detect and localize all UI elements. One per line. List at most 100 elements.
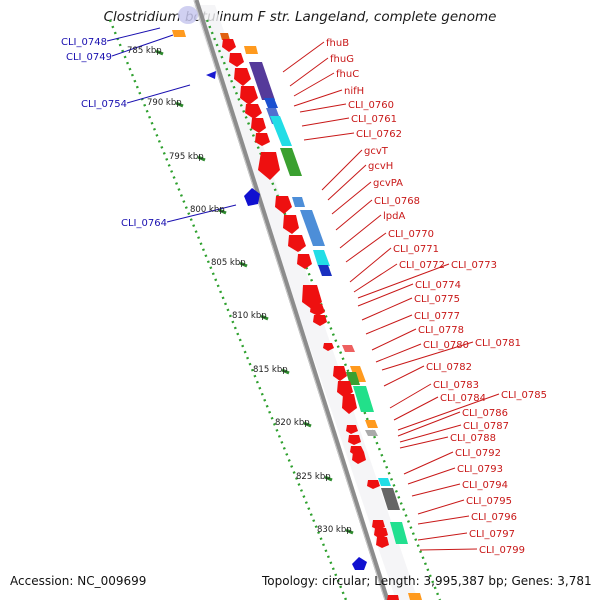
gene-label: CLI_0796 <box>471 512 517 523</box>
leader-line <box>389 383 432 409</box>
gene-label: nifH <box>344 86 364 97</box>
gene-label: CLI_0754 <box>81 99 127 110</box>
gene-label: CLI_0781 <box>475 338 521 349</box>
leader-line <box>393 396 439 421</box>
gene-label: CLI_0768 <box>374 196 420 207</box>
leader-line <box>399 424 462 443</box>
leader-line <box>321 149 363 191</box>
ruler-tick-label: 795 kbp <box>169 152 204 162</box>
leader-line <box>353 263 398 293</box>
ruler-tick <box>239 261 248 268</box>
gene-label: CLI_0797 <box>469 529 515 540</box>
leader-line <box>106 27 161 42</box>
ruler-tick <box>324 475 333 482</box>
leader-line <box>371 328 417 351</box>
ruler-tick <box>197 155 206 162</box>
leader-line <box>417 499 465 515</box>
gene-label: CLI_0775 <box>414 294 460 305</box>
feature-blob-top <box>178 6 198 24</box>
gene-label: CLI_0792 <box>455 448 501 459</box>
reverse-feature-arrow <box>206 71 216 79</box>
gene-label: CLI_0774 <box>415 280 461 291</box>
ruler-line <box>108 19 348 600</box>
leader-line <box>331 181 372 215</box>
gene-label: CLI_0799 <box>479 545 525 556</box>
ruler-labels: 785 kbp 790 kbp 795 kbp 800 kbp 805 kbp 810 k… <box>127 46 352 535</box>
reverse-feature-arrow <box>352 557 367 570</box>
leader-line <box>397 393 500 431</box>
gene-label: gcvPA <box>373 178 403 189</box>
leader-line <box>381 341 474 371</box>
ruler-tick-label: 805 kbp <box>211 258 246 268</box>
leader-line <box>403 451 454 475</box>
gene-label: CLI_0783 <box>433 380 479 391</box>
leader-line <box>282 41 325 73</box>
ruler-tick-label: 830 kbp <box>317 525 352 535</box>
gene-label: CLI_0788 <box>450 433 496 444</box>
gene-label: fhuG <box>330 54 354 65</box>
gene-label: gcvH <box>368 161 393 172</box>
leader-line <box>365 314 413 335</box>
gene-label: fhuB <box>326 38 349 49</box>
backbone-line <box>193 0 390 600</box>
gene-label: lpdA <box>383 211 405 222</box>
gene-label: CLI_0748 <box>61 37 107 48</box>
gene-label: CLI_0782 <box>426 362 472 373</box>
ruler-tick-label: 815 kbp <box>253 365 288 375</box>
gene-label: CLI_0794 <box>462 480 508 491</box>
ruler-tick <box>218 208 227 215</box>
gene-label: CLI_0764 <box>121 218 167 229</box>
leader-line <box>335 199 373 231</box>
gene-label: CLI_0749 <box>66 52 112 63</box>
leader-line <box>357 263 450 299</box>
leader-line <box>375 343 422 363</box>
ruler-tick <box>175 101 184 108</box>
ruler-tick-label: 800 kbp <box>190 205 225 215</box>
ruler-tick-label: 810 kbp <box>232 311 267 321</box>
leader-line <box>383 365 425 387</box>
reverse-feature-arrow <box>244 188 260 206</box>
leader-line <box>417 515 470 525</box>
ruler-tick <box>155 49 164 56</box>
gene-label: CLI_0778 <box>418 325 464 336</box>
gene-label: CLI_0786 <box>462 408 508 419</box>
gene-label: CLI_0772 <box>399 260 445 271</box>
gene-label: CLI_0793 <box>457 464 503 475</box>
leader-line <box>299 103 347 113</box>
gene-label: CLI_0773 <box>451 260 497 271</box>
gene-label: CLI_0787 <box>463 421 509 432</box>
ruler-tick-label: 820 kbp <box>275 418 310 428</box>
gene-boxes <box>172 30 422 600</box>
leader-line <box>111 34 174 57</box>
leader-line <box>293 89 343 107</box>
leader-line <box>399 436 449 449</box>
gene-label: fhuC <box>336 69 359 80</box>
ruler-tick-label: 825 kbp <box>296 472 331 482</box>
leader-line <box>417 532 468 541</box>
leader-line <box>339 214 382 249</box>
leader-line <box>397 411 461 437</box>
leader-line <box>357 283 414 307</box>
gene-label: CLI_0785 <box>501 390 547 401</box>
left-leader-lines <box>106 27 237 223</box>
ruler-tick-label: 785 kbp <box>127 46 162 56</box>
forward-gene-arrows <box>222 39 399 600</box>
right-gene-labels: fhuB fhuG fhuC nifH CLI_0760 CLI_0761 CLI_0762… <box>326 38 547 556</box>
leader-line <box>349 247 392 283</box>
leader-line <box>126 84 191 104</box>
leader-line <box>327 164 367 201</box>
ruler-tick-label: 790 kbp <box>147 98 182 108</box>
backbone-highlight <box>193 0 386 600</box>
left-gene-labels: CLI_0748 CLI_0749 CLI_0754 CLI_0764 <box>61 37 167 229</box>
gene-label: CLI_0780 <box>423 340 469 351</box>
leader-line <box>361 297 413 321</box>
right-leader-lines <box>282 41 500 551</box>
leader-line <box>166 204 237 223</box>
gene-label: CLI_0795 <box>466 496 512 507</box>
gene-label: CLI_0761 <box>351 114 397 125</box>
gene-label: gcvT <box>364 146 389 157</box>
leader-line <box>407 467 456 485</box>
gene-label: CLI_0777 <box>414 311 460 322</box>
leader-line <box>301 117 350 127</box>
